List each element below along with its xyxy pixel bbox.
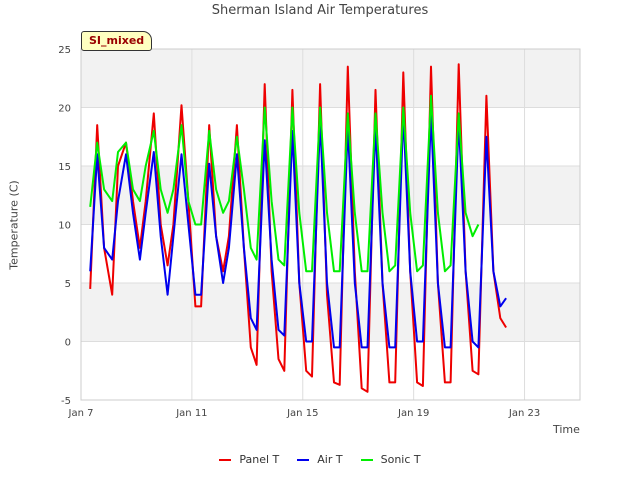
grid-band bbox=[81, 166, 580, 225]
x-tick-label: Jan 23 bbox=[508, 408, 540, 419]
x-tick-label: Jan 15 bbox=[286, 408, 318, 419]
legend-label: Sonic T bbox=[380, 453, 421, 466]
site-badge: SI_mixed bbox=[81, 31, 153, 51]
legend-swatch bbox=[297, 459, 310, 461]
legend-item: Sonic T bbox=[360, 453, 421, 466]
x-tick-label: Jan 19 bbox=[397, 408, 429, 419]
y-tick-label: 20 bbox=[58, 104, 71, 115]
y-tick-label: 0 bbox=[65, 338, 71, 349]
y-tick-label: 5 bbox=[65, 279, 71, 290]
legend-swatch bbox=[360, 459, 373, 461]
legend-item: Air T bbox=[297, 453, 343, 466]
legend-label: Air T bbox=[317, 453, 343, 466]
series-line-air-t bbox=[89, 112, 507, 349]
legend-item: Panel T bbox=[219, 453, 279, 466]
chart-title: Sherman Island Air Temperatures bbox=[211, 3, 429, 18]
series-line-sonic-t bbox=[89, 94, 480, 273]
legend: Panel T Air T Sonic T bbox=[0, 453, 640, 466]
legend-swatch bbox=[219, 459, 232, 461]
y-tick-label: 25 bbox=[58, 45, 71, 56]
x-tick-label: Jan 11 bbox=[175, 408, 207, 419]
y-tick-label: -5 bbox=[61, 396, 71, 407]
x-axis-label: Time bbox=[553, 423, 580, 436]
y-tick-label: 15 bbox=[58, 162, 71, 173]
legend-label: Panel T bbox=[239, 453, 280, 466]
plot-border bbox=[80, 48, 581, 401]
y-tick-label: 10 bbox=[58, 221, 71, 232]
x-tick-label: Jan 7 bbox=[68, 408, 94, 419]
grid-band bbox=[81, 49, 580, 108]
